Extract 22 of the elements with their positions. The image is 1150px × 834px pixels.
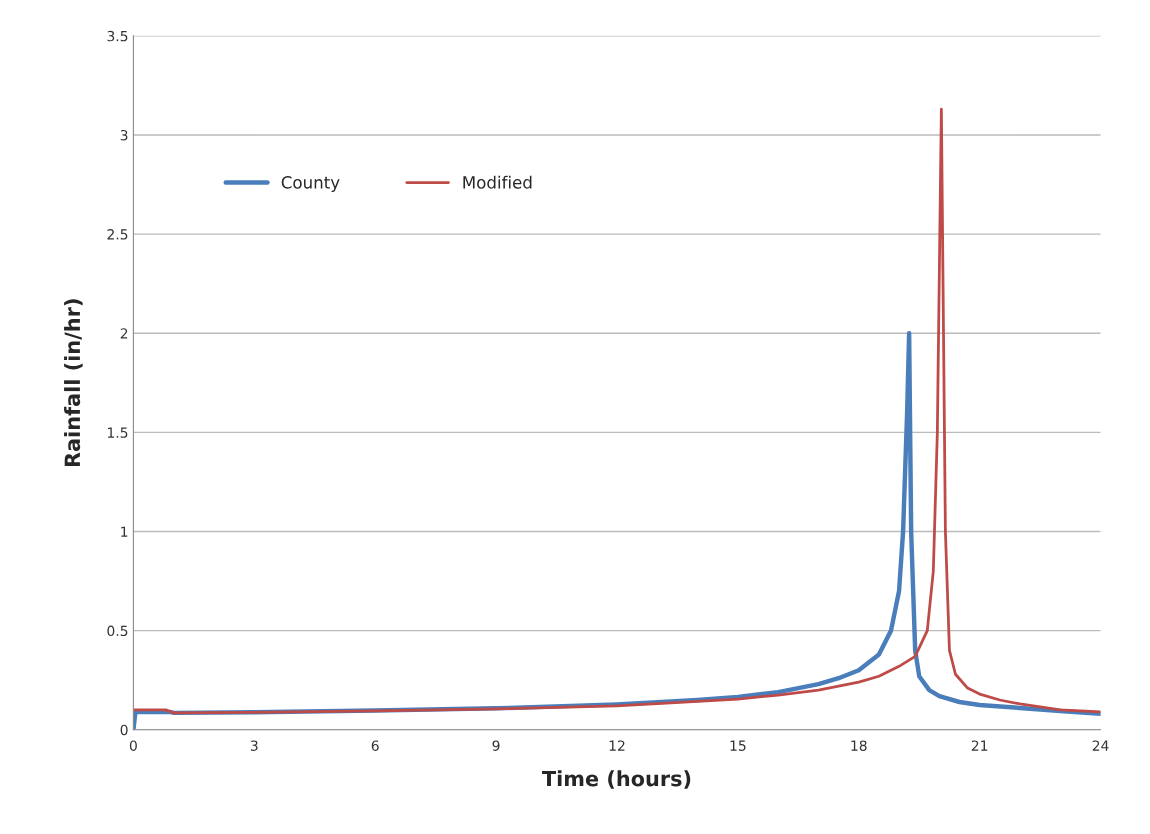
y-tick-label: 0.5 [107,625,128,637]
x-tick-label: 3 [250,740,258,751]
legend-label: County [281,176,340,192]
line-series [133,107,1101,715]
x-tick-label: 15 [730,740,746,751]
x-tick-label: 9 [492,740,500,751]
x-tick-label: 0 [129,740,137,751]
y-tick-label: 1.5 [107,427,128,438]
y-tick-label: 3 [120,129,128,141]
x-axis-title: Time (hours) [542,770,691,789]
x-tick-label: 21 [971,740,988,751]
legend-label: Modified [463,175,532,189]
y-tick-label: 3.5 [107,30,128,42]
y-tick-label: 0 [120,724,128,736]
x-tick-label: 6 [371,740,379,751]
x-tick-label: 24 [1092,740,1109,751]
x-tick-label: 18 [851,740,867,751]
y-tick-label: 1 [121,526,128,537]
y-tick-label: 2.5 [107,229,128,240]
y-tick-label: 2 [120,328,128,339]
y-axis-title: Rainfall (in/hr) [64,299,83,467]
x-tick-label: 12 [609,740,625,751]
